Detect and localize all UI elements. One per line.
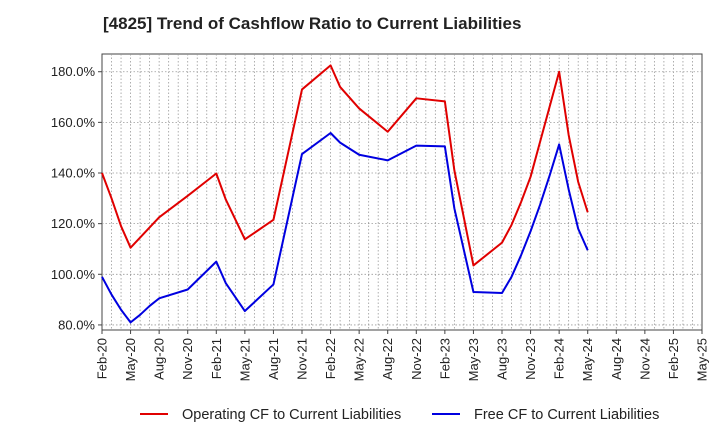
x-tick-label: Aug-24 xyxy=(609,338,624,380)
x-tick-label: Aug-20 xyxy=(152,338,167,380)
x-tick-label: May-25 xyxy=(695,338,710,381)
y-tick-label: 160.0% xyxy=(51,115,96,130)
x-tick-label: Aug-22 xyxy=(380,338,395,380)
x-tick-label: Nov-24 xyxy=(637,338,652,380)
y-tick-label: 100.0% xyxy=(51,267,96,282)
x-tick-label: Aug-21 xyxy=(266,338,281,380)
legend-label-operating-cf: Operating CF to Current Liabilities xyxy=(182,407,401,423)
legend-label-free-cf: Free CF to Current Liabilities xyxy=(474,407,659,423)
chart-title: [4825] Trend of Cashflow Ratio to Curren… xyxy=(103,14,522,33)
y-tick-label: 80.0% xyxy=(58,317,95,332)
x-tick-label: Feb-23 xyxy=(437,338,452,379)
x-tick-label: May-22 xyxy=(352,338,367,381)
x-tick-label: Aug-23 xyxy=(495,338,510,380)
x-tick-label: May-20 xyxy=(123,338,138,381)
x-tick-label: Feb-20 xyxy=(95,338,110,379)
y-tick-label: 140.0% xyxy=(51,166,96,181)
y-tick-label: 180.0% xyxy=(51,64,96,79)
x-tick-label: Nov-21 xyxy=(295,338,310,380)
x-tick-label: May-23 xyxy=(466,338,481,381)
x-tick-label: Nov-20 xyxy=(180,338,195,380)
plot-frame xyxy=(101,53,703,331)
x-tick-label: Feb-21 xyxy=(209,338,224,379)
x-tick-label: Feb-22 xyxy=(323,338,338,379)
x-tick-label: Feb-25 xyxy=(666,338,681,379)
y-tick-label: 120.0% xyxy=(51,216,96,231)
x-tick-label: Feb-24 xyxy=(552,338,567,379)
x-tick-label: May-21 xyxy=(237,338,252,381)
x-tick-label: Nov-23 xyxy=(523,338,538,380)
x-tick-label: May-24 xyxy=(580,338,595,381)
x-tick-label: Nov-22 xyxy=(409,338,424,380)
